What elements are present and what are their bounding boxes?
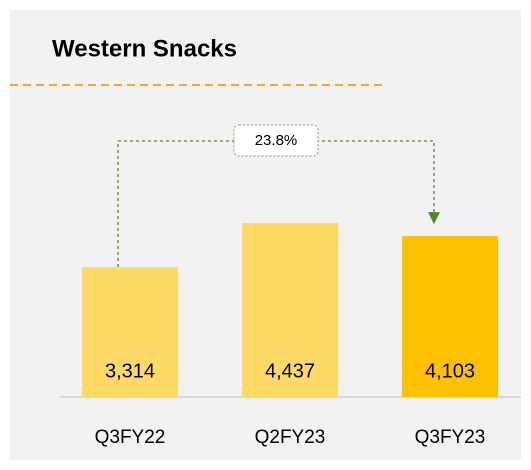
value-label: 3,314 xyxy=(105,360,155,382)
bar xyxy=(82,267,178,397)
annotation-box xyxy=(233,124,319,157)
x-tick-label: Q3FY23 xyxy=(415,427,486,448)
bar xyxy=(242,223,338,397)
value-label: 4,103 xyxy=(425,360,475,382)
annotation: 23.8% xyxy=(255,132,298,149)
x-tick-label: Q3FY22 xyxy=(95,427,166,448)
chart-title: Western Snacks xyxy=(52,35,237,62)
x-tick-label: Q2FY23 xyxy=(255,427,326,448)
value-label: 4,437 xyxy=(265,360,315,382)
bar xyxy=(402,236,498,397)
arrow-head xyxy=(428,212,440,225)
